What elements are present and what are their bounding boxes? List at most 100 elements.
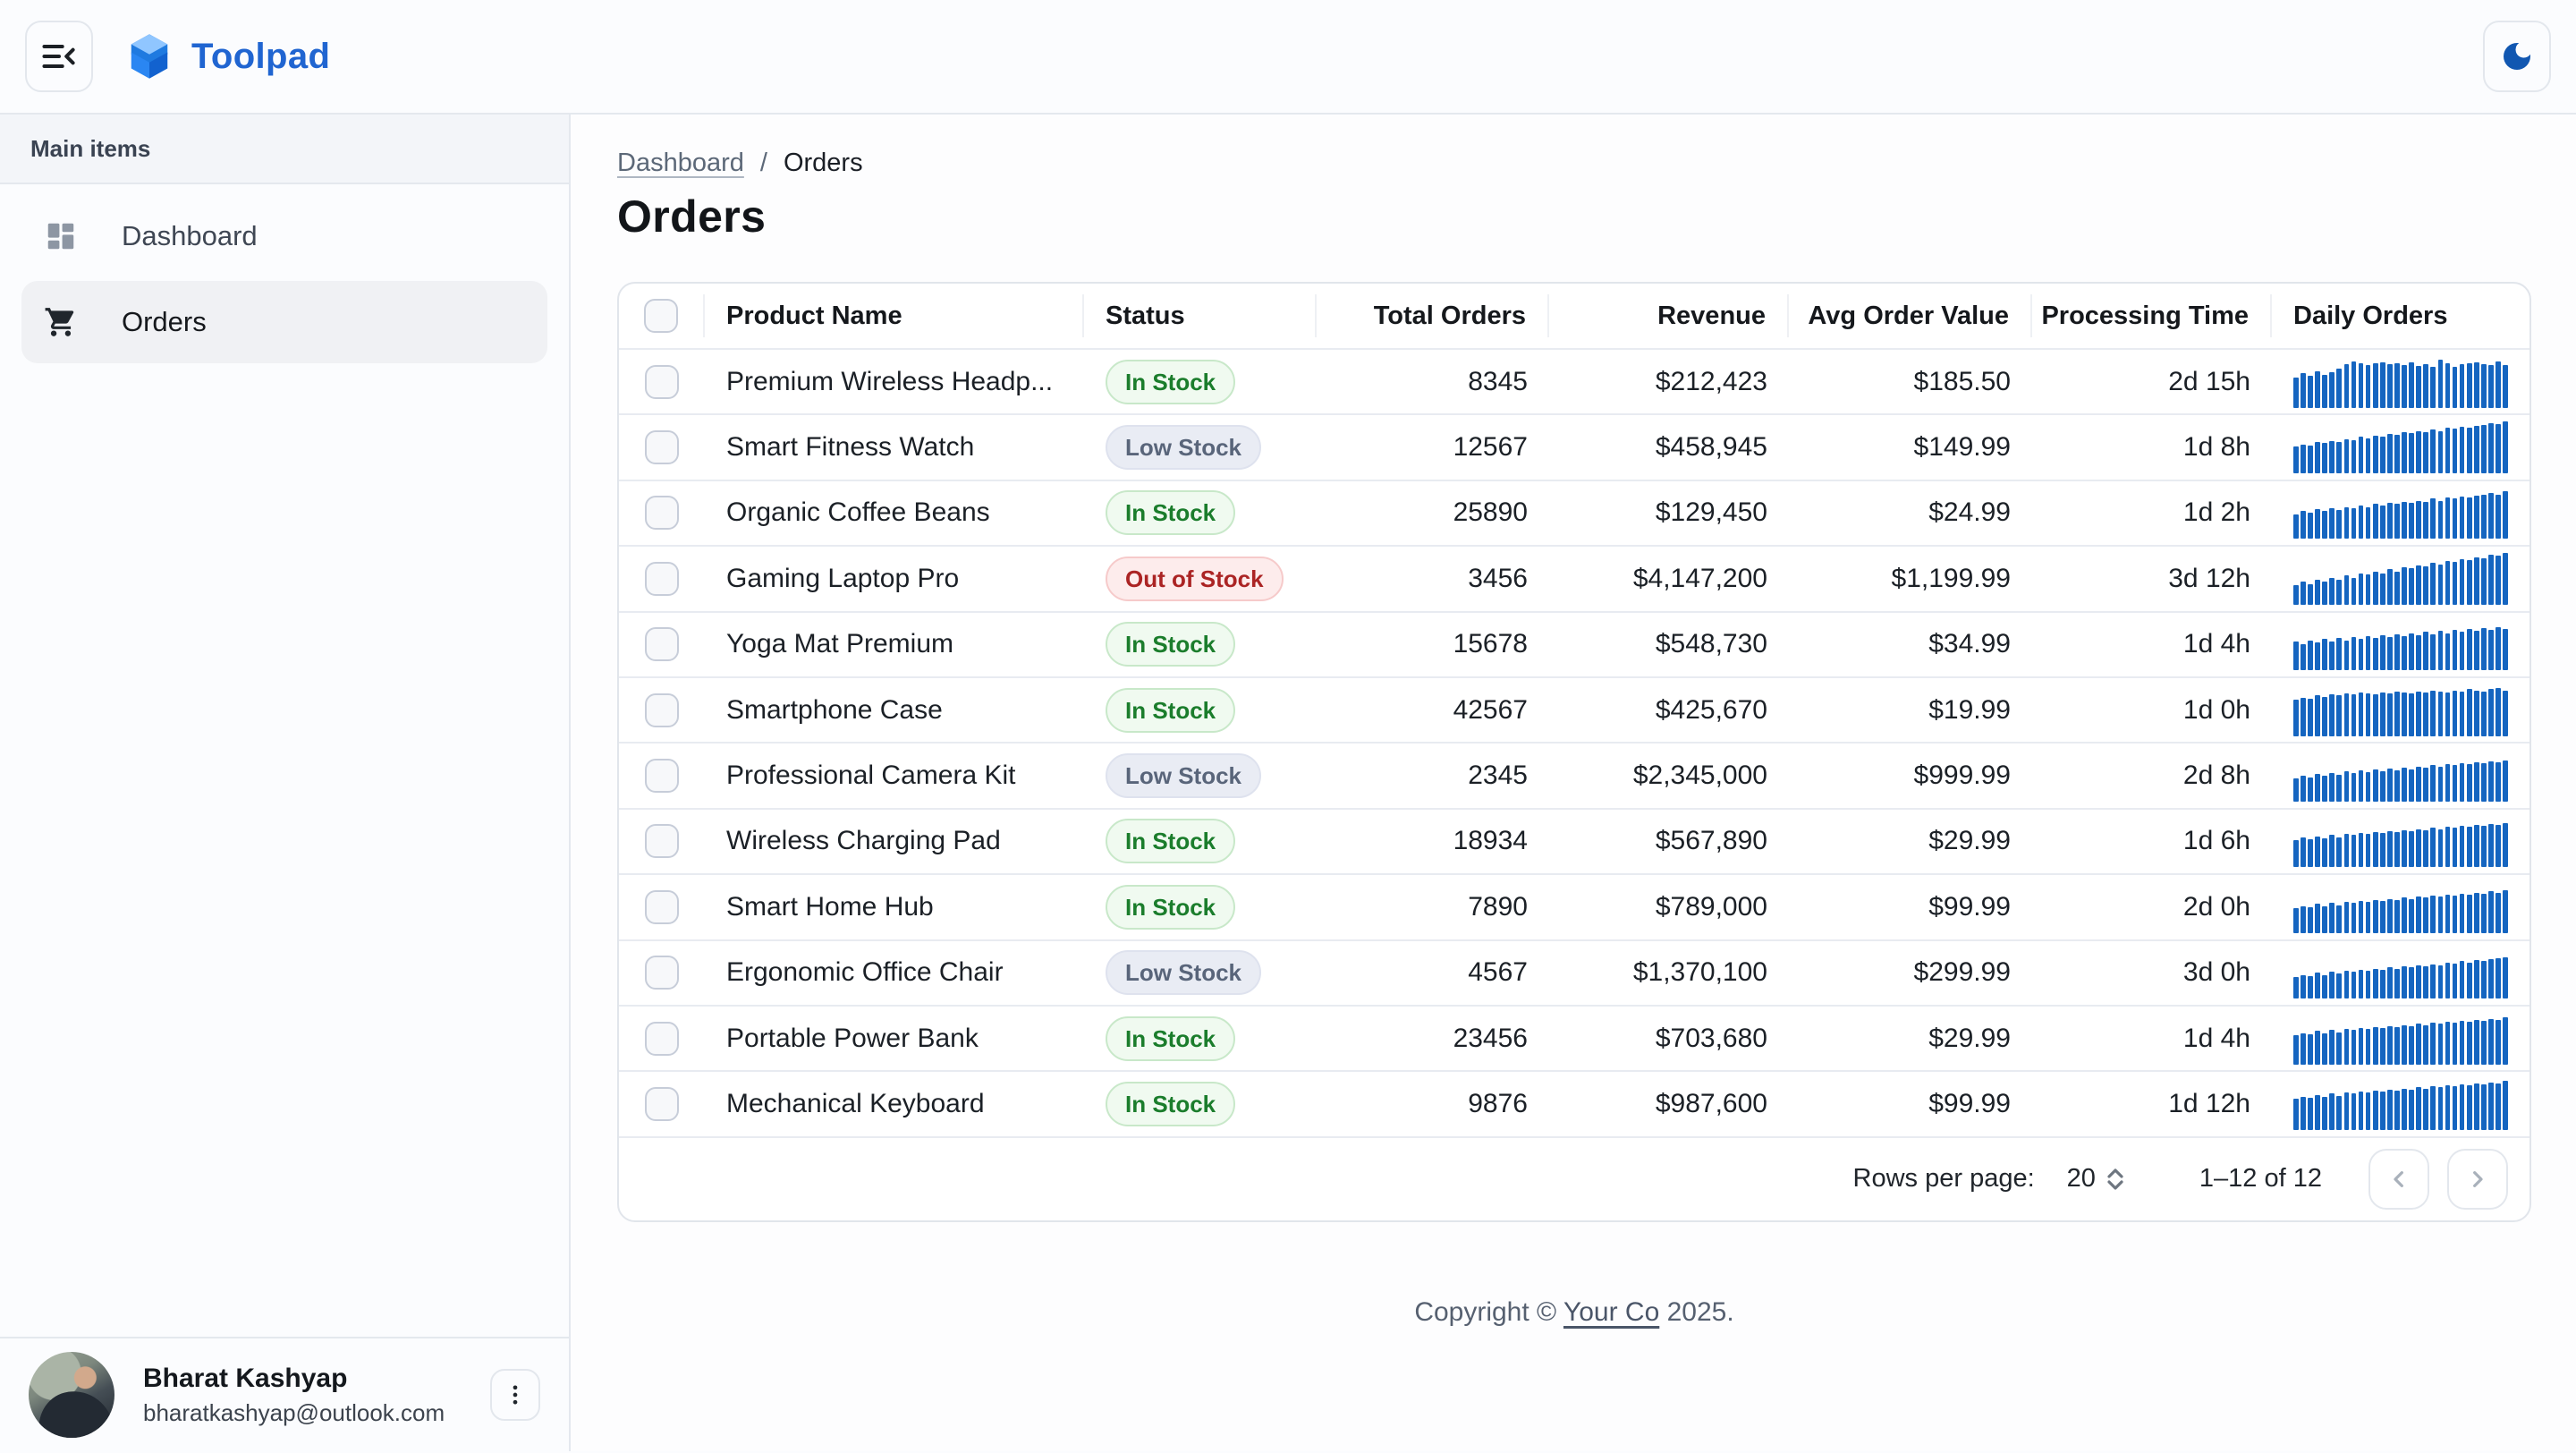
- total-orders-cell: 7890: [1468, 891, 1528, 922]
- total-orders-cell: 9876: [1468, 1088, 1528, 1118]
- user-texts: Bharat Kashyap bharatkashyap@outlook.com: [143, 1364, 445, 1427]
- column-header-product-name[interactable]: Product Name: [705, 294, 1084, 337]
- status-badge: In Stock: [1106, 490, 1236, 536]
- row-checkbox[interactable]: [645, 889, 679, 924]
- status-badge: Out of Stock: [1106, 556, 1284, 601]
- next-page-button[interactable]: [2447, 1148, 2508, 1210]
- processing-time-cell: 2d 15h: [2168, 366, 2250, 396]
- processing-time-cell: 1d 0h: [2182, 694, 2250, 725]
- total-orders-cell: 12567: [1453, 432, 1528, 463]
- total-orders-cell: 15678: [1453, 629, 1528, 659]
- product-name-cell: Organic Coffee Beans: [726, 497, 990, 528]
- row-checkbox[interactable]: [645, 824, 679, 859]
- daily-orders-cell: [2272, 618, 2529, 671]
- product-name-cell: Portable Power Bank: [726, 1023, 979, 1053]
- status-cell: In Stock: [1084, 1081, 1317, 1126]
- avg-order-value-cell: $29.99: [1928, 1023, 2011, 1053]
- footer-company-link[interactable]: Your Co: [1563, 1296, 1660, 1327]
- status-badge: In Stock: [1106, 687, 1236, 733]
- processing-time-cell: 3d 0h: [2182, 957, 2250, 988]
- daily-orders-sparkline: [2293, 750, 2508, 803]
- daily-orders-cell: [2272, 1013, 2529, 1065]
- sidebar-spacer: [0, 367, 569, 1337]
- row-checkbox[interactable]: [645, 1021, 679, 1056]
- row-checkbox[interactable]: [645, 1086, 679, 1121]
- processing-time-cell: 1d 6h: [2182, 826, 2250, 856]
- table-row: Gaming Laptop Pro Out of Stock 3456 $4,1…: [619, 545, 2529, 610]
- row-checkbox[interactable]: [645, 956, 679, 990]
- column-header-status[interactable]: Status: [1084, 294, 1317, 337]
- daily-orders-sparkline: [2293, 881, 2508, 933]
- daily-orders-sparkline: [2293, 947, 2508, 999]
- revenue-cell: $567,890: [1655, 826, 1767, 856]
- status-cell: Low Stock: [1084, 425, 1317, 471]
- footer-prefix: Copyright ©: [1414, 1296, 1563, 1327]
- daily-orders-sparkline: [2293, 815, 2508, 868]
- daily-orders-cell: [2272, 947, 2529, 999]
- processing-time-cell: 3d 12h: [2168, 563, 2250, 593]
- row-select-cell: [619, 1021, 705, 1056]
- row-checkbox[interactable]: [645, 364, 679, 399]
- table-body: Premium Wireless Headp... In Stock 8345 …: [619, 348, 2529, 1136]
- row-checkbox[interactable]: [645, 627, 679, 662]
- row-checkbox[interactable]: [645, 561, 679, 596]
- processing-time-cell: 1d 2h: [2182, 497, 2250, 528]
- row-select-cell: [619, 693, 705, 727]
- avg-order-value-cell: $19.99: [1928, 694, 2011, 725]
- row-checkbox[interactable]: [645, 693, 679, 727]
- row-select-cell: [619, 759, 705, 794]
- status-badge: In Stock: [1106, 359, 1236, 404]
- sidebar-item-orders[interactable]: Orders: [21, 281, 547, 363]
- app-title: Toolpad: [191, 36, 331, 76]
- daily-orders-cell: [2272, 684, 2529, 736]
- daily-orders-cell: [2272, 487, 2529, 540]
- menu-collapse-icon: [42, 44, 75, 69]
- user-menu-button[interactable]: [490, 1369, 540, 1421]
- orders-table-card: Product Name Status Total Orders Revenue…: [617, 282, 2531, 1222]
- daily-orders-sparkline: [2293, 552, 2508, 605]
- product-name-cell: Wireless Charging Pad: [726, 826, 1001, 856]
- column-header-avg-order-value[interactable]: Avg Order Value: [1789, 294, 2032, 337]
- daily-orders-cell: [2272, 1078, 2529, 1130]
- column-header-revenue[interactable]: Revenue: [1549, 294, 1789, 337]
- status-cell: Low Stock: [1084, 950, 1317, 996]
- sidebar-item-dashboard[interactable]: Dashboard: [21, 195, 547, 277]
- product-name-cell: Smart Fitness Watch: [726, 432, 975, 463]
- revenue-cell: $425,670: [1655, 694, 1767, 725]
- status-badge: In Stock: [1106, 622, 1236, 667]
- avg-order-value-cell: $99.99: [1928, 1088, 2011, 1118]
- processing-time-cell: 1d 12h: [2168, 1088, 2250, 1118]
- total-orders-cell: 18934: [1453, 826, 1528, 856]
- avg-order-value-cell: $24.99: [1928, 497, 2011, 528]
- status-cell: In Stock: [1084, 687, 1317, 733]
- breadcrumb-dashboard-link[interactable]: Dashboard: [617, 149, 744, 177]
- sidebar-nav: Dashboard Orders: [0, 184, 569, 367]
- row-checkbox[interactable]: [645, 759, 679, 794]
- column-header-processing-time[interactable]: Processing Time: [2032, 294, 2272, 337]
- select-all-checkbox[interactable]: [644, 299, 678, 333]
- app-header: Toolpad: [0, 0, 2576, 115]
- column-header-total-orders[interactable]: Total Orders: [1317, 294, 1549, 337]
- user-card: Bharat Kashyap bharatkashyap@outlook.com: [0, 1337, 569, 1451]
- kebab-menu-icon: [513, 1385, 518, 1405]
- collapse-sidebar-button[interactable]: [25, 21, 93, 92]
- daily-orders-cell: [2272, 815, 2529, 868]
- total-orders-cell: 8345: [1468, 366, 1528, 396]
- avg-order-value-cell: $999.99: [1913, 760, 2011, 791]
- row-checkbox[interactable]: [645, 496, 679, 531]
- revenue-cell: $987,600: [1655, 1088, 1767, 1118]
- revenue-cell: $129,450: [1655, 497, 1767, 528]
- column-header-daily-orders[interactable]: Daily Orders: [2293, 301, 2448, 330]
- previous-page-button[interactable]: [2368, 1148, 2429, 1210]
- row-checkbox[interactable]: [645, 430, 679, 465]
- breadcrumb: Dashboard / Orders: [617, 149, 2531, 178]
- user-name: Bharat Kashyap: [143, 1363, 348, 1393]
- brand[interactable]: Toolpad: [125, 32, 330, 81]
- rows-per-page-select[interactable]: 20: [2067, 1164, 2124, 1194]
- status-cell: In Stock: [1084, 1015, 1317, 1061]
- theme-toggle-button[interactable]: [2483, 21, 2551, 92]
- table-header-row: Product Name Status Total Orders Revenue…: [619, 284, 2529, 348]
- total-orders-cell: 42567: [1453, 694, 1528, 725]
- status-badge: In Stock: [1106, 884, 1236, 930]
- total-orders-cell: 23456: [1453, 1023, 1528, 1053]
